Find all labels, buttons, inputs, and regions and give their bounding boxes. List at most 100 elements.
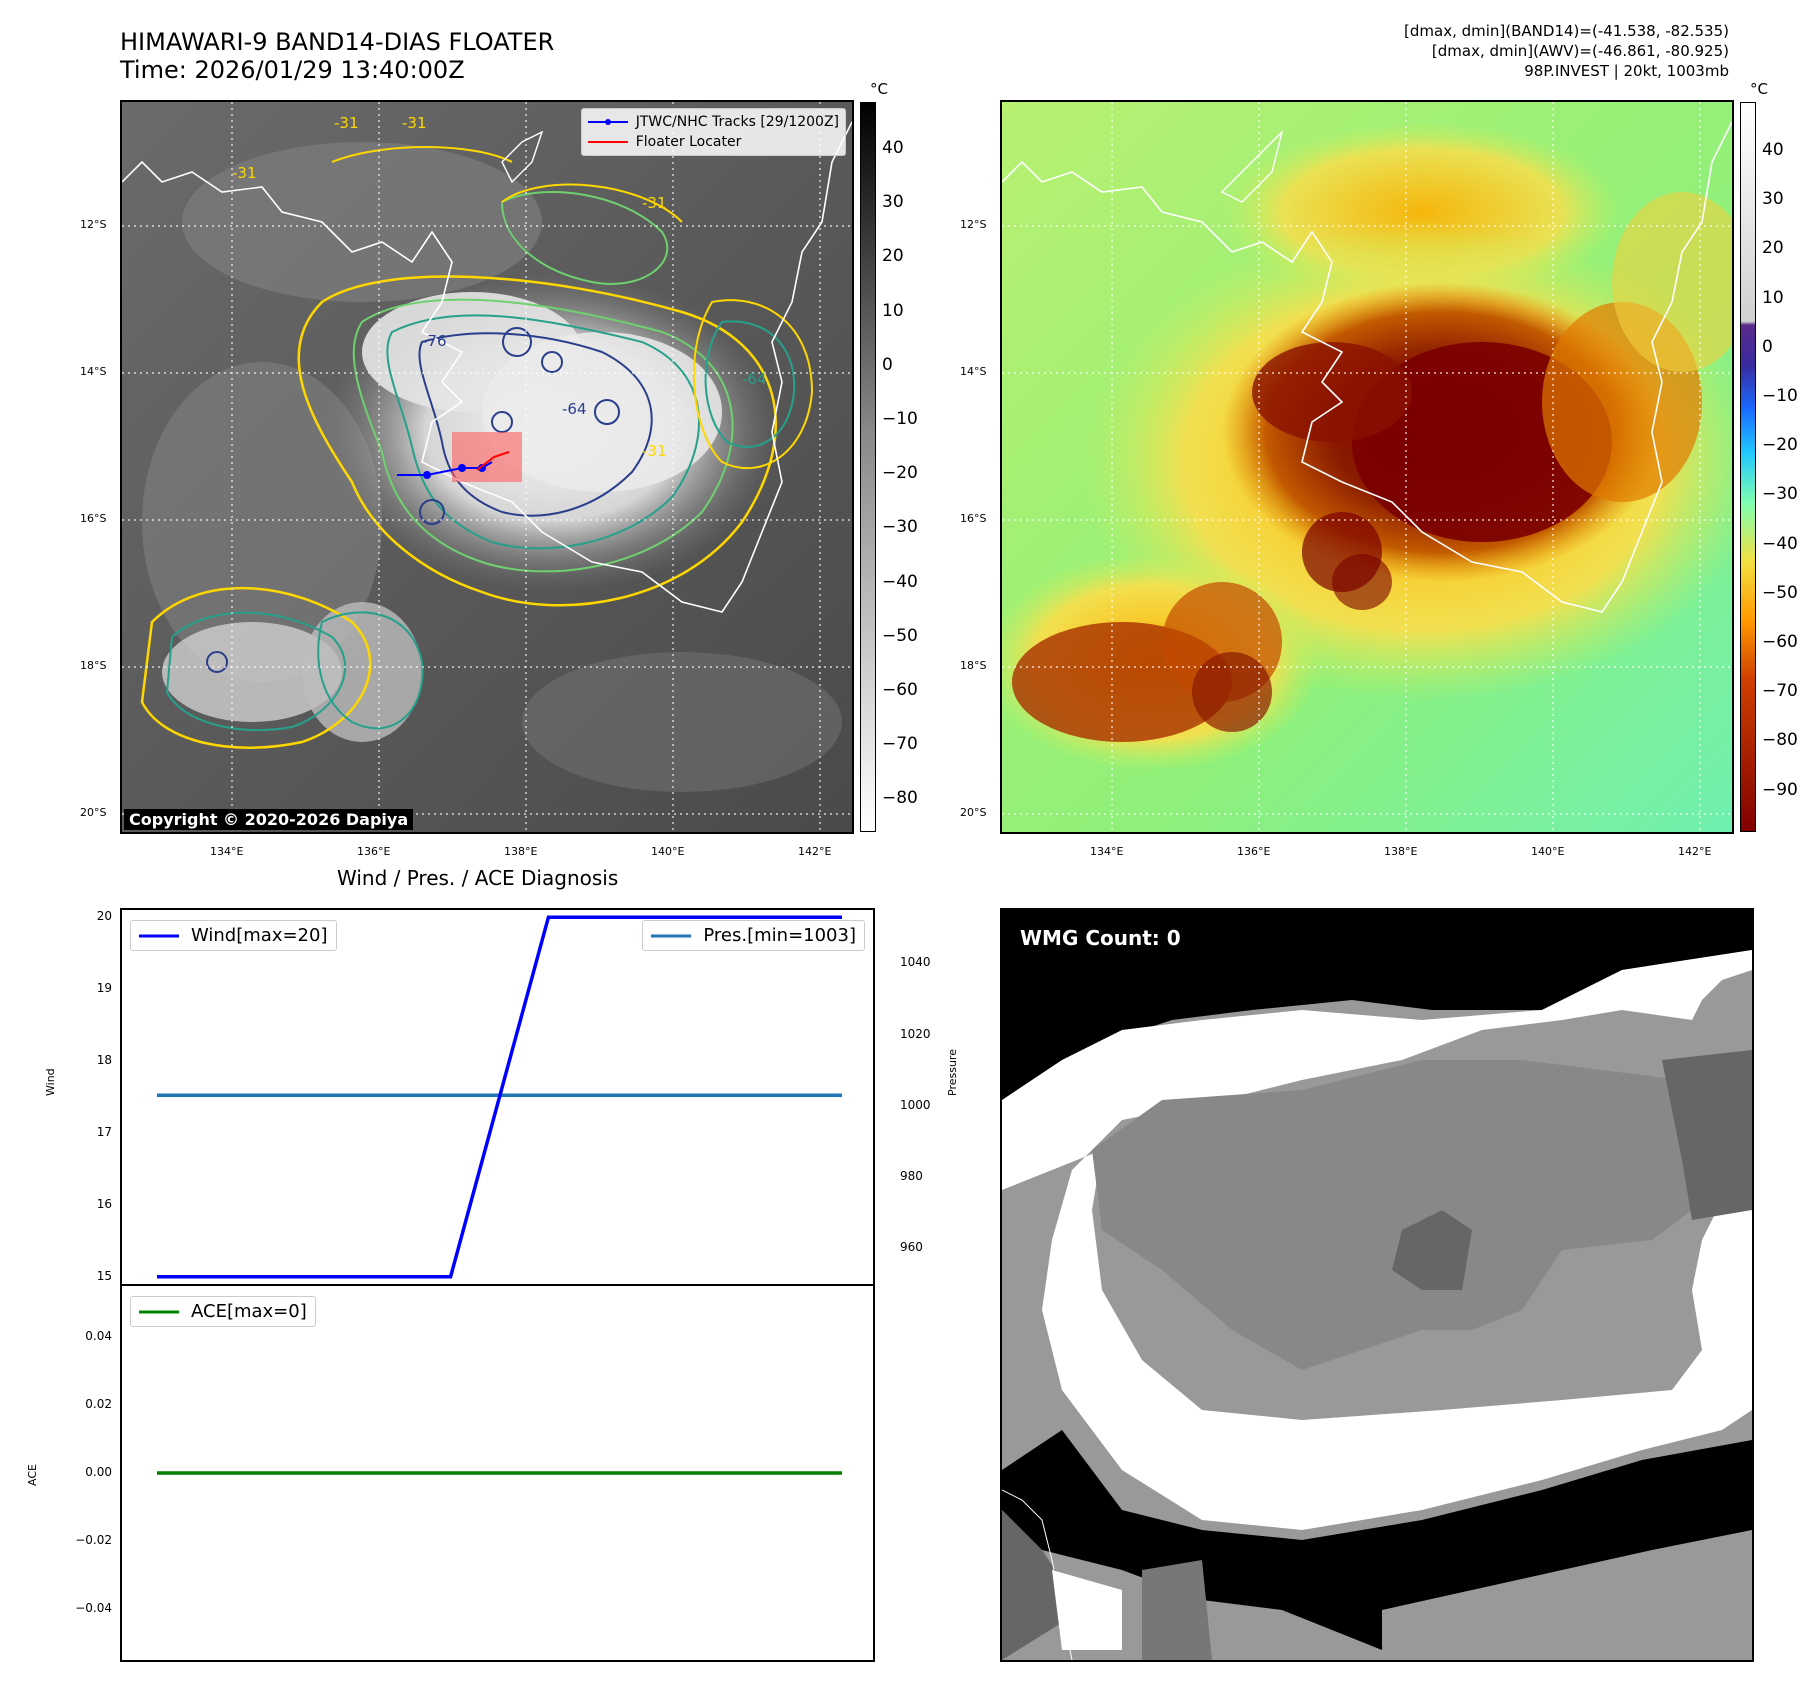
lon-label: 142°E xyxy=(1678,845,1712,858)
wind-pressure-plot: Wind[max=20] Pres.[min=1003] xyxy=(120,908,875,1286)
axis-tick: 0.00 xyxy=(85,1465,112,1479)
legend-locater: Floater Locater xyxy=(587,132,839,152)
copyright-label: Copyright © 2020-2026 Dapiya xyxy=(124,809,414,830)
wind-axis-label: Wind xyxy=(44,1068,57,1096)
chart-time: Time: 2026/01/29 13:40:00Z xyxy=(120,56,465,84)
colorbar-ir xyxy=(860,102,876,832)
colorbar-tick: −60 xyxy=(882,680,918,700)
ace-legend-label: ACE[max=0] xyxy=(191,1301,307,1322)
wmg-count-label: WMG Count: 0 xyxy=(1020,926,1181,950)
colorbar-tick: 0 xyxy=(1762,336,1773,357)
colorbar-tick: −20 xyxy=(882,463,918,484)
axis-tick: −0.04 xyxy=(75,1601,112,1615)
colorbar-tick: 30 xyxy=(882,192,904,213)
lon-label: 140°E xyxy=(1531,845,1565,858)
axis-tick: 15 xyxy=(96,1268,112,1283)
colorbar-tick: −80 xyxy=(882,788,918,809)
ir-map-panel: -31 -31 -31 -31 -76 -64 -64 -31 Copyrigh… xyxy=(120,100,854,834)
axis-tick: 1000 xyxy=(900,1097,931,1112)
legend-tracks: JTWC/NHC Tracks [29/1200Z] xyxy=(587,112,839,132)
awv-map-svg xyxy=(1002,102,1732,832)
colorbar-tick: −40 xyxy=(1762,533,1798,554)
axis-tick: −0.02 xyxy=(75,1533,112,1547)
ace-svg xyxy=(157,1471,842,1475)
axis-tick: 16 xyxy=(96,1196,112,1211)
colorbar-tick: −10 xyxy=(1762,386,1798,406)
map-legend: JTWC/NHC Tracks [29/1200Z] Floater Locat… xyxy=(580,108,846,156)
colorbar-tick: −60 xyxy=(1762,632,1798,652)
axis-tick: 1040 xyxy=(900,955,931,970)
axis-tick: 980 xyxy=(900,1169,923,1184)
contour-label: -31 xyxy=(334,114,359,132)
colorbar-tick: 0 xyxy=(882,354,893,375)
locater-line xyxy=(476,451,510,471)
contour-label: -31 xyxy=(232,164,257,182)
wmg-panel: WMG Count: 0 xyxy=(1000,908,1754,1662)
lat-label: 14°S xyxy=(80,365,107,378)
lon-label: 140°E xyxy=(651,845,685,858)
colorbar-tick: −30 xyxy=(1762,484,1798,505)
colorbar-tick: 20 xyxy=(1762,238,1784,259)
colorbar-tick: 30 xyxy=(1762,189,1784,210)
colorbar-tick: −30 xyxy=(882,517,918,538)
chart-title: HIMAWARI-9 BAND14-DIAS FLOATER xyxy=(120,28,555,56)
colorbar-tick: −20 xyxy=(1762,435,1798,456)
diagnosis-title: Wind / Pres. / ACE Diagnosis xyxy=(337,866,619,890)
contour-label: -31 xyxy=(642,194,667,212)
colorbar-tick: −80 xyxy=(1762,730,1798,751)
ace-plot: ACE[max=0] xyxy=(120,1284,875,1662)
lat-label: 16°S xyxy=(80,512,107,525)
pressure-legend: Pres.[min=1003] xyxy=(642,920,865,951)
contour-label: -76 xyxy=(422,332,447,350)
colorbar-tick: 10 xyxy=(882,300,904,321)
lon-label: 138°E xyxy=(504,845,538,858)
lat-label: 18°S xyxy=(80,659,107,672)
lat-label: 14°S xyxy=(960,365,987,378)
lon-label: 134°E xyxy=(210,845,244,858)
axis-tick: 17 xyxy=(96,1124,112,1139)
ir-map-svg xyxy=(122,102,852,832)
pressure-axis-label: Pressure xyxy=(946,1049,959,1096)
lon-label: 136°E xyxy=(357,845,391,858)
colorbar-tick: −40 xyxy=(882,571,918,592)
track-point xyxy=(458,464,466,472)
lon-label: 136°E xyxy=(1237,845,1271,858)
wind-legend-label: Wind[max=20] xyxy=(191,925,328,946)
wmg-svg xyxy=(1002,910,1752,1660)
lon-label: 142°E xyxy=(798,845,832,858)
ace-axis-label: ACE xyxy=(26,1464,39,1486)
legend-locater-label: Floater Locater xyxy=(635,134,742,150)
track-point xyxy=(478,464,486,472)
lat-label: 20°S xyxy=(960,806,987,819)
colorbar-tick: −70 xyxy=(1762,681,1798,702)
colorbar-ir-unit: °C xyxy=(870,80,888,98)
axis-tick: 18 xyxy=(96,1053,112,1068)
colorbar-tick: −10 xyxy=(882,409,918,429)
axis-tick: 1020 xyxy=(900,1026,931,1041)
wind-line xyxy=(157,915,842,1279)
ace-legend: ACE[max=0] xyxy=(130,1296,316,1327)
colorbar-tick: −50 xyxy=(1762,582,1798,603)
wind-legend: Wind[max=20] xyxy=(130,920,337,951)
lat-label: 16°S xyxy=(960,512,987,525)
colorbar-awv-unit: °C xyxy=(1750,80,1768,98)
contour-label: -31 xyxy=(642,442,667,460)
colorbar-tick: −70 xyxy=(882,734,918,755)
lat-label: 20°S xyxy=(80,806,107,819)
colorbar-tick: −50 xyxy=(882,625,918,646)
contour-label: -64 xyxy=(742,370,767,388)
lat-label: 12°S xyxy=(80,218,107,231)
wind-pressure-svg xyxy=(157,915,842,1279)
lon-label: 138°E xyxy=(1384,845,1418,858)
colorbar-tick: 40 xyxy=(882,138,904,158)
pressure-legend-label: Pres.[min=1003] xyxy=(703,925,856,946)
colorbar-tick: −90 xyxy=(1762,779,1798,800)
axis-tick: 19 xyxy=(96,981,112,996)
axis-tick: 20 xyxy=(96,909,112,924)
contour-label: -64 xyxy=(562,400,587,418)
track-point xyxy=(423,471,431,479)
axis-tick: 0.04 xyxy=(85,1329,112,1343)
lon-label: 134°E xyxy=(1090,845,1124,858)
lat-label: 12°S xyxy=(960,218,987,231)
floater-locater-box xyxy=(452,432,522,482)
